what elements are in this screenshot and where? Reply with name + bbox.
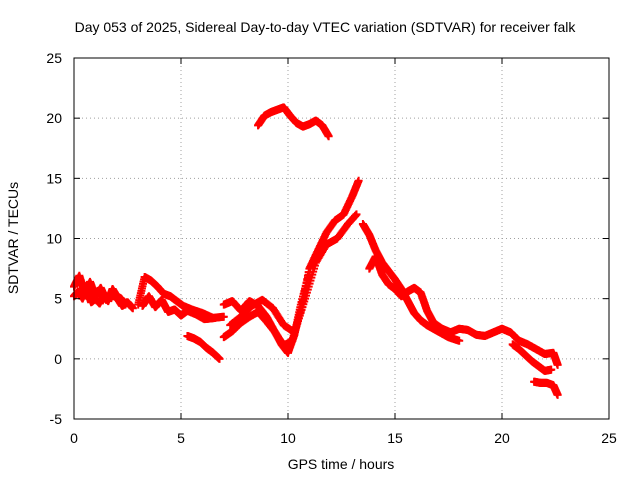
series-mid-band-b xyxy=(138,292,220,324)
y-tick-label: 0 xyxy=(54,351,62,367)
x-axis-label: GPS time / hours xyxy=(288,456,395,472)
series-tail xyxy=(508,340,556,375)
y-tick-label: 25 xyxy=(46,50,62,66)
data-point xyxy=(547,365,556,374)
data-point xyxy=(553,390,562,399)
data-point xyxy=(211,313,220,322)
data-point xyxy=(215,354,224,363)
data-point xyxy=(352,210,361,219)
x-tick-labels: 0 5 10 15 20 25 xyxy=(70,430,617,446)
x-tick-label: 0 xyxy=(70,430,78,446)
data-point xyxy=(324,132,333,141)
series-decline-b xyxy=(365,252,562,369)
y-tick-labels: -5 0 5 10 15 20 25 xyxy=(46,50,62,427)
data-point xyxy=(219,312,228,321)
axis-ticks xyxy=(73,57,610,420)
series-dip xyxy=(183,331,224,363)
series-early-band-2 xyxy=(70,285,130,309)
series-tail-low xyxy=(530,377,562,399)
series-arc-3 xyxy=(226,210,361,337)
y-tick-label: 5 xyxy=(54,291,62,307)
data-point xyxy=(128,304,137,313)
chart-title: Day 053 of 2025, Sidereal Day-to-day VTE… xyxy=(75,19,577,35)
x-tick-label: 5 xyxy=(177,430,185,446)
x-tick-label: 25 xyxy=(601,430,617,446)
grid xyxy=(74,58,609,419)
x-tick-label: 15 xyxy=(387,430,403,446)
data-point xyxy=(354,176,363,185)
series-decline-a xyxy=(358,220,464,345)
y-tick-label: 10 xyxy=(46,231,62,247)
x-tick-label: 10 xyxy=(280,430,296,446)
y-axis-label: SDTVAR / TECUs xyxy=(5,182,21,294)
data-marks xyxy=(70,103,562,399)
y-tick-label: -5 xyxy=(50,411,63,427)
data-point xyxy=(121,300,130,309)
data-point xyxy=(553,360,562,369)
y-tick-label: 15 xyxy=(46,170,62,186)
series-high-arc xyxy=(254,103,333,141)
series-arc-2 xyxy=(219,176,363,350)
x-tick-label: 20 xyxy=(494,430,510,446)
y-tick-label: 20 xyxy=(46,110,62,126)
data-point xyxy=(455,336,464,345)
